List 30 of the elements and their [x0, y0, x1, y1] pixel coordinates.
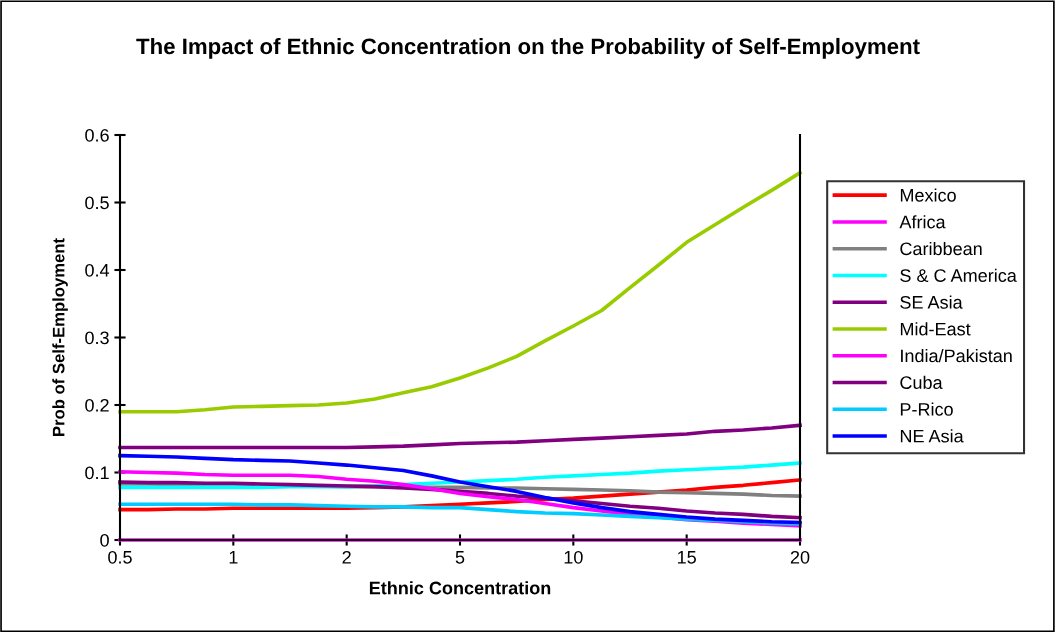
- legend-label: P-Rico: [900, 402, 953, 416]
- x-tick-label: 15: [678, 551, 696, 564]
- y-tick-label: 0.3: [85, 331, 109, 345]
- y-tick-label: 0.5: [85, 196, 109, 210]
- x-tick-label: 0.5: [108, 550, 132, 564]
- legend-label: India/Pakistan: [901, 348, 1012, 363]
- x-axis-title: Ethnic Concentration: [369, 581, 551, 595]
- y-tick-label: 0.4: [85, 263, 110, 277]
- y-tick-label: 0.6: [85, 128, 109, 142]
- legend-label: S & C America: [900, 268, 1017, 282]
- y-tick-label: 0: [100, 533, 109, 547]
- x-tick-label: 2: [342, 550, 351, 564]
- line-series: [118, 453, 802, 525]
- legend-label: NE Asia: [900, 429, 964, 443]
- x-tick-label: 1: [229, 551, 238, 564]
- y-tick-label: 0.1: [85, 466, 109, 480]
- x-tick-label: 10: [564, 550, 583, 564]
- x-tick-label: 20: [790, 550, 810, 564]
- legend-label: Mid-East: [900, 322, 971, 336]
- legend-label: Africa: [899, 215, 946, 229]
- line-series: [118, 170, 802, 414]
- legend-label: Cuba: [900, 375, 943, 389]
- x-tick-label: 5: [455, 551, 465, 564]
- legend-label: Caribbean: [900, 241, 982, 256]
- line-series: [118, 423, 802, 450]
- legend-label: Mexico: [900, 188, 956, 202]
- y-axis-title: Prob of Self-Employment: [52, 238, 68, 436]
- chart-title: The Impact of Ethnic Concentration on the Probability of Self-Employment: [136, 37, 920, 59]
- legend-label: SE Asia: [900, 295, 963, 309]
- y-tick-label: 0.2: [85, 398, 109, 412]
